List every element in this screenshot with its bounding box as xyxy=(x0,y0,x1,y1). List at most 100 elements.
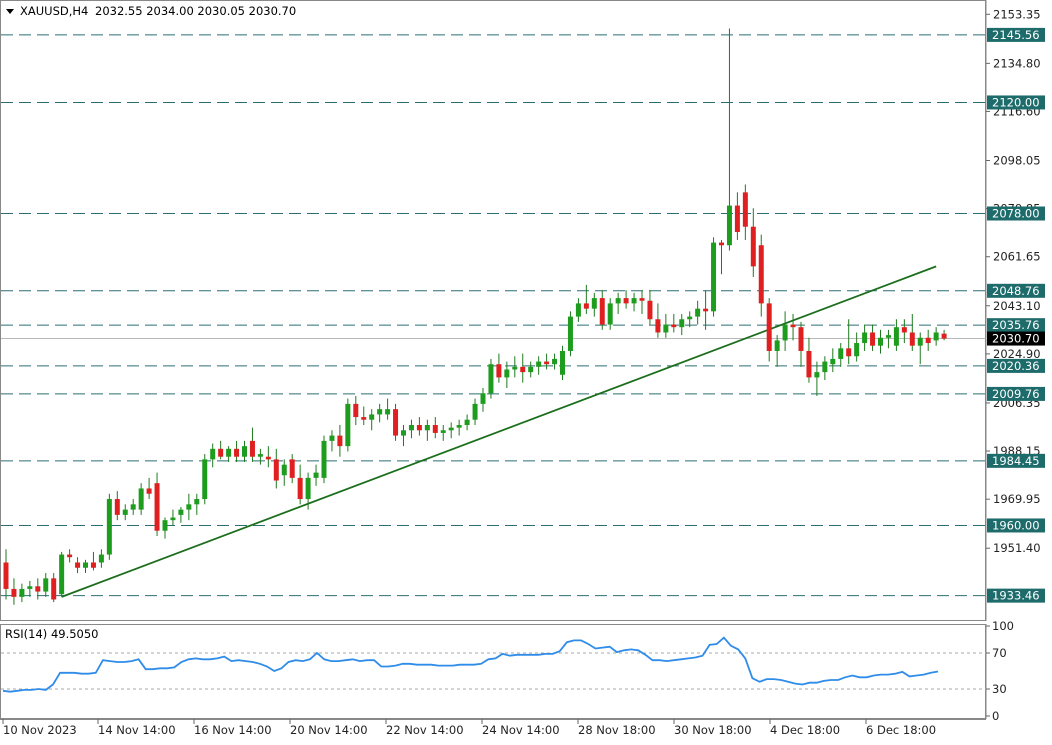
price-axis: 2153.352134.802116.602098.052079.852061.… xyxy=(985,0,1041,621)
level-price-tag: 2009.76 xyxy=(987,386,1045,401)
current-price-tag-label: 2030.70 xyxy=(992,332,1040,346)
candle xyxy=(862,324,868,351)
candle xyxy=(933,327,939,346)
candle xyxy=(273,448,279,489)
candle-body xyxy=(313,472,319,478)
candle xyxy=(289,454,295,484)
candle xyxy=(51,573,57,603)
candle-body xyxy=(480,393,486,404)
candle xyxy=(583,284,589,314)
candle xyxy=(655,303,661,338)
candle-body xyxy=(210,448,216,460)
candle-body xyxy=(329,435,335,441)
symbol-menu-chevron-down-icon[interactable] xyxy=(6,9,14,14)
candle xyxy=(917,332,923,365)
level-tag-bg xyxy=(987,453,1045,468)
candle-body xyxy=(353,403,359,418)
candle-body xyxy=(695,308,701,317)
candle xyxy=(361,406,367,426)
candle-body xyxy=(607,303,613,325)
time-tick-label: 20 Nov 14:00 xyxy=(290,723,368,737)
rsi-tick-label: 70 xyxy=(992,646,1007,660)
level-tag-label: 1933.46 xyxy=(992,589,1040,603)
candle-body xyxy=(599,298,605,325)
level-tag-bg xyxy=(987,588,1045,603)
candle-body xyxy=(830,358,836,365)
trendline[interactable] xyxy=(61,265,937,598)
candle-body xyxy=(448,427,454,431)
candle xyxy=(488,358,494,399)
rsi-series-line xyxy=(2,636,939,693)
price-tick-label: 2098.05 xyxy=(993,153,1041,167)
candle-body xyxy=(782,324,788,341)
candle xyxy=(90,551,96,571)
candle xyxy=(734,192,740,240)
candle xyxy=(146,477,152,500)
level-price-tag: 1960.00 xyxy=(987,518,1045,533)
candle-body xyxy=(114,499,120,515)
candle xyxy=(719,239,724,275)
candle xyxy=(639,290,645,314)
candles-layer xyxy=(3,28,947,605)
candle xyxy=(27,580,33,597)
candle xyxy=(830,348,836,373)
candle xyxy=(186,493,192,521)
candle-body xyxy=(242,446,247,457)
candle xyxy=(615,292,621,314)
candle xyxy=(464,414,470,431)
ohlc-readout: 2032.55 2034.00 2030.05 2030.70 xyxy=(95,4,296,18)
candle xyxy=(528,361,534,378)
candle-body xyxy=(822,361,828,373)
candle-body xyxy=(623,298,629,304)
candle-body xyxy=(552,358,558,365)
candle-body xyxy=(901,327,907,333)
candle-body xyxy=(11,588,17,597)
candle xyxy=(456,419,462,436)
candle-body xyxy=(226,448,232,457)
candle xyxy=(695,300,701,325)
current-price-tag-bg xyxy=(987,331,1045,346)
time-tick-label: 4 Dec 18:00 xyxy=(770,723,840,737)
candle xyxy=(249,427,255,463)
candle xyxy=(440,425,446,441)
candle xyxy=(560,345,565,381)
level-tag-label: 2035.76 xyxy=(992,318,1040,332)
candle-body xyxy=(361,417,367,420)
candle-body xyxy=(35,586,41,592)
candle-body xyxy=(369,414,375,420)
candle xyxy=(130,499,136,515)
level-price-tag: 2120.00 xyxy=(987,95,1045,110)
candle-body xyxy=(130,504,136,510)
candle-body xyxy=(440,430,446,433)
candle-body xyxy=(178,509,184,515)
time-tick-label: 10 Nov 2023 xyxy=(3,723,77,737)
candle-body xyxy=(798,327,804,351)
candle-body xyxy=(838,348,844,359)
level-price-tag: 2078.00 xyxy=(987,206,1045,221)
candle xyxy=(432,417,438,439)
candle xyxy=(575,298,581,322)
candle-body xyxy=(194,499,200,505)
candle-body xyxy=(385,409,391,415)
candle-body xyxy=(567,316,573,351)
time-tick-label: 14 Nov 14:00 xyxy=(98,723,176,737)
candle-body xyxy=(941,333,947,339)
candle xyxy=(504,361,510,388)
candle-body xyxy=(51,578,57,600)
candle xyxy=(726,28,732,251)
candle xyxy=(552,353,558,370)
candle-body xyxy=(806,350,812,378)
candle-body xyxy=(679,319,685,328)
level-tag-bg xyxy=(987,27,1045,42)
candle xyxy=(98,549,104,568)
candle xyxy=(424,419,430,441)
candle xyxy=(742,184,748,240)
candle xyxy=(59,551,65,597)
candle xyxy=(750,208,756,277)
rsi-layer: 100 70 30 0 xyxy=(1,619,1014,723)
candle xyxy=(401,425,406,447)
price-tick-label: 2024.90 xyxy=(993,347,1041,361)
candle-body xyxy=(19,588,25,597)
candle-body xyxy=(711,242,717,312)
